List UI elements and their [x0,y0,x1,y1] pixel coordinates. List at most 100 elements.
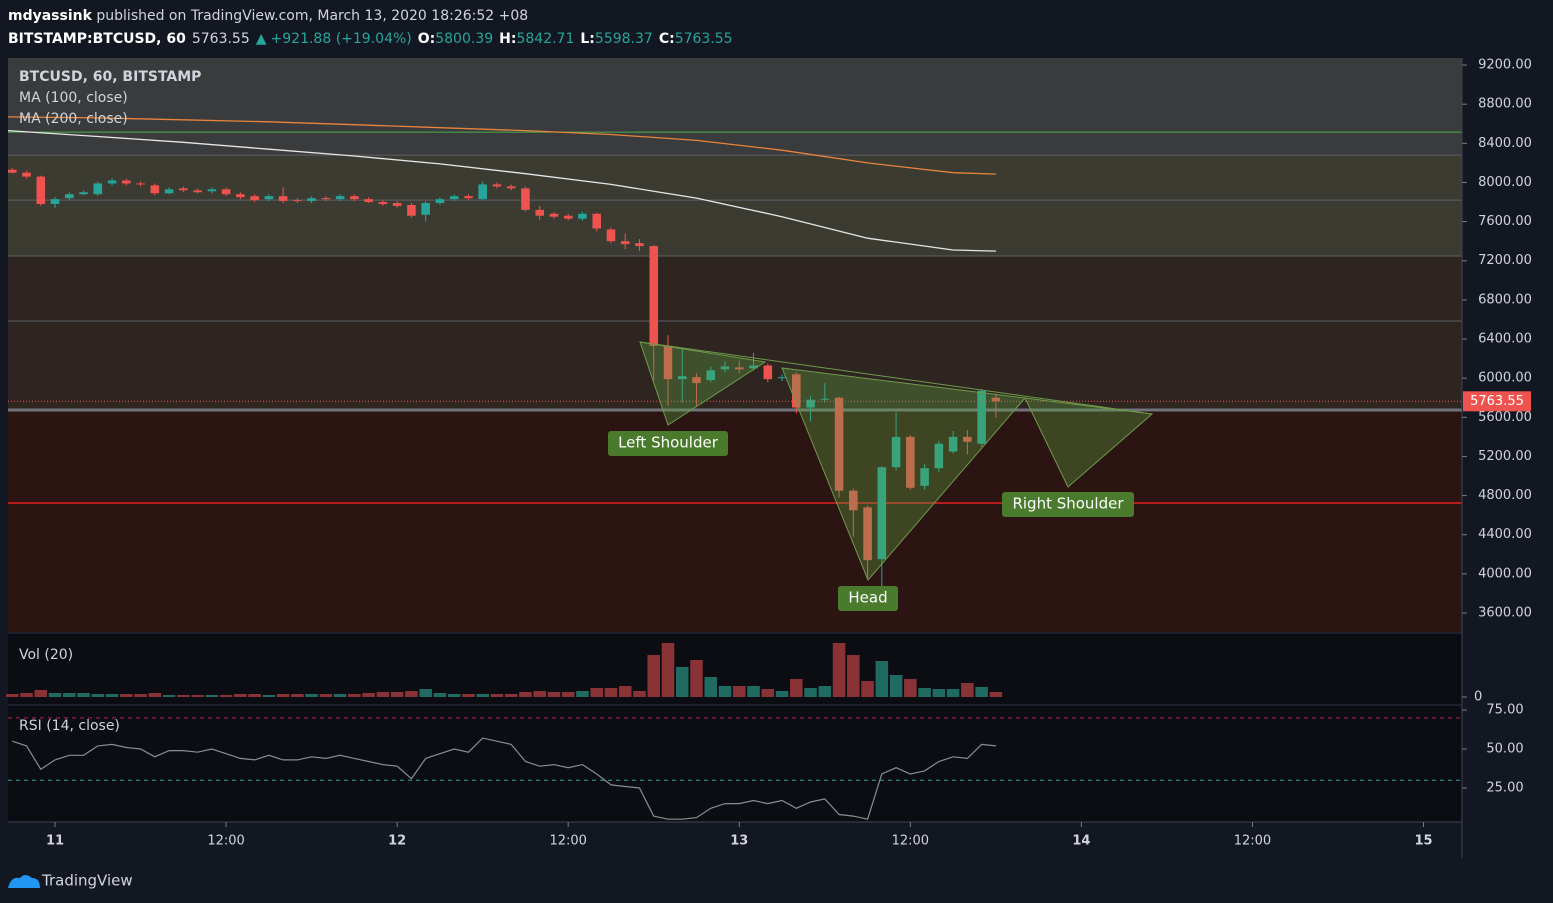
sub-layer [6,643,1462,820]
volume-bar [291,694,304,697]
volume-bar [348,694,361,697]
y-tick-label: 75.00 [1486,703,1523,718]
candle-body [592,213,602,229]
y-tick-label: 6400.00 [1478,332,1532,347]
label-box [608,431,728,456]
volume-bar [177,695,190,697]
label-box [1002,492,1134,517]
annotation: Right Shoulder [1012,495,1124,513]
candle-body [350,196,359,200]
candle-body [193,190,202,193]
y-tick-label: 6800.00 [1478,292,1532,307]
candle-body [649,246,659,346]
candle-body [435,199,445,204]
annotation: Left Shoulder [618,434,719,452]
volume-bar [262,695,276,697]
volume-bar [276,694,290,697]
y-tick-label: 50.00 [1486,742,1523,757]
volume-bar [462,694,475,697]
volume-bar [191,695,204,697]
x-tick-label: 15 [1414,834,1432,849]
candle-body [620,241,630,245]
candle-body [236,194,245,198]
symbol-line: BITSTAMP:BTCUSD, 60 5763.55 ▲ +921.88 (+19.… [8,31,733,47]
last-price-label: 5763.55 [1470,394,1524,409]
candle-body [478,184,487,200]
volume-bar [248,694,261,697]
label-box [838,586,898,611]
y-tick-label: 4400.00 [1478,527,1532,542]
volume-bar [675,667,689,697]
y-tick-label: 8400.00 [1478,136,1532,151]
volume-bar [561,692,575,697]
candle-body [906,436,915,488]
candle-body [65,194,74,199]
volume-bar [761,689,775,697]
candle-body [378,202,388,204]
ohlc-label: L: [580,31,595,47]
right-shoulder-shape [1024,397,1154,488]
zone [8,409,1462,504]
candle-body [293,200,302,202]
zone [8,256,1462,322]
ohlc-value: 5763.55 [675,31,733,47]
candle-body [164,189,174,194]
volume-bar [34,690,48,697]
x-tick-label: 12:00 [1234,834,1271,849]
volume-bar [961,683,974,697]
candle-body [749,365,758,369]
zone [8,58,1462,133]
volume-bar [804,688,817,697]
volume-bar [447,694,461,697]
candle-body [806,399,815,408]
published: published on TradingView.com, March 13, … [92,8,528,24]
candle-body [307,198,316,202]
volume-bar [733,686,746,697]
rsi-panel [8,706,1462,822]
candle-body [449,196,459,200]
legend-title: BTCUSD, 60, BITSTAMP [19,69,201,85]
candle-body [863,507,872,561]
candle-body [421,203,430,215]
x-tick-label: 14 [1072,834,1090,849]
candle-body [335,196,345,200]
candle-body [122,180,131,184]
volume-bar [918,688,931,697]
footer: TradingView [41,872,133,890]
volume-bar [946,689,960,697]
zones [8,58,1462,632]
candle-body [392,203,402,206]
volume-bar [519,692,532,697]
header-line: mdyassink published on TradingView.com, … [8,8,528,24]
candle-body [563,215,573,219]
candle-body [763,365,773,380]
candle-body [635,243,644,247]
candle-body [877,467,887,560]
zone [8,321,1462,410]
candle-body [934,443,944,469]
candle-body [820,398,830,400]
candle-body [834,397,844,491]
volume-bar [390,692,404,697]
candle-body [535,209,544,216]
head-shape [781,367,1026,581]
candle-body [8,169,17,173]
volume-bar [576,691,589,697]
candle-body [777,377,787,379]
y-tick-label: 3600.00 [1478,606,1532,621]
volume-bar [48,693,62,697]
volume-bar [590,688,604,697]
ma-line [7,129,996,252]
candle-body [692,377,701,384]
pattern [639,341,1154,581]
volume-bar [504,694,518,697]
volume-bar [91,694,105,697]
candle-body [278,196,288,202]
ohlc-label: O: [418,31,436,47]
legend-title: Vol (20) [19,647,73,663]
volume-bar [234,694,247,697]
y-tick-label: 25.00 [1486,781,1523,796]
volume-bar [120,694,133,697]
ma-line [7,116,996,175]
volume-bar [362,693,375,697]
